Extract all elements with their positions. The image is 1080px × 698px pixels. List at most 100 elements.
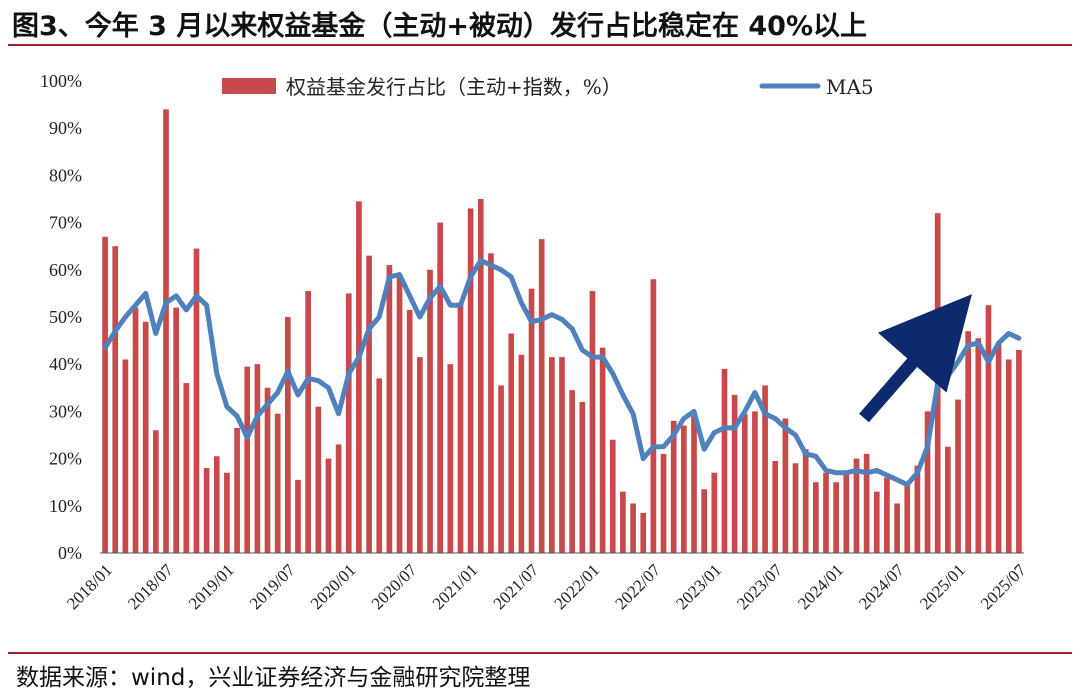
bar [457,302,464,553]
bar [356,201,362,554]
x-axis: 2018/01 2018/07 2019/01 2019/07 2020/01 2020/… [63,552,1030,613]
bar [1005,359,1012,553]
bar [975,338,982,553]
bar [173,307,179,553]
bar [620,491,626,553]
bar [681,425,687,553]
bar [579,401,586,553]
x-tick-label: 2025/01 [916,560,969,613]
bar [213,456,220,553]
y-tick-label: 50% [49,307,82,327]
bar [366,255,372,553]
bar [274,413,281,553]
x-tick-label: 2018/07 [124,560,177,613]
bar [112,246,119,553]
y-tick-label: 100% [40,71,82,91]
bar [203,468,210,553]
bar [234,427,240,553]
y-tick-label: 90% [49,118,82,138]
bar [599,347,606,553]
bar [254,364,261,553]
y-axis: 0% 10% 20% 30% 40% 50% 60% 70% 80% 90% 100% [40,71,82,563]
bar [305,291,311,553]
bar [762,385,768,553]
bar [193,248,200,553]
x-tick-label: 2024/07 [855,560,908,613]
bar [538,239,545,553]
bar [853,458,860,553]
bar [132,307,139,553]
bar [802,449,809,553]
bar [345,293,352,553]
bar [244,366,251,553]
bar [153,430,159,553]
bar [163,109,169,553]
bar [752,411,758,553]
bar [701,489,707,553]
bar [102,236,108,553]
bar [467,208,474,553]
bar [264,387,271,553]
bar [406,309,413,553]
y-tick-label: 20% [49,449,82,469]
bar [396,274,403,553]
bar [498,385,504,553]
chart-title: 图3、今年 3 月以来权益基金（主动+被动）发行占比稳定在 40%以上 [12,11,868,42]
bar [721,368,728,553]
bar [224,472,230,553]
bar [965,331,971,553]
bar [437,222,443,553]
x-tick-label: 2020/07 [368,560,421,613]
bar [731,394,738,553]
bar [417,357,423,553]
bar [447,364,454,553]
bar [833,482,839,553]
bar [843,472,850,553]
bar [985,305,992,553]
bar [122,359,129,553]
bar [488,253,494,553]
bar [142,321,149,553]
bar [386,265,393,553]
bar [670,420,677,553]
legend-line-label: MA5 [826,75,874,99]
bar [955,399,961,553]
bar [813,482,819,553]
bar [518,354,525,553]
y-tick-label: 60% [49,260,82,280]
trend-arrow-icon [859,294,972,423]
bar [183,383,190,553]
bar [569,390,575,553]
bar [528,288,535,553]
bar [691,416,697,553]
bar [477,199,484,553]
bar [772,460,779,553]
bar [945,446,951,553]
legend: 权益基金发行占比（主动+指数，%） MA5 [222,75,874,99]
bar-series [102,109,1022,554]
bar [508,333,515,553]
x-tick-label: 2019/07 [246,560,299,613]
bar [295,479,301,553]
x-tick-label: 2022/07 [611,560,664,613]
x-tick-label: 2023/01 [672,560,725,613]
bar [660,453,667,553]
bar [823,472,829,553]
x-tick-label: 2021/01 [429,560,482,613]
bar [792,463,799,553]
bar [924,411,931,553]
bar [285,317,291,553]
bar [904,482,911,553]
bar [335,444,342,553]
x-tick-label: 2021/07 [490,560,543,613]
bar [863,453,870,553]
x-tick-label: 2018/01 [63,560,116,613]
bar [549,357,555,553]
bar [376,378,383,553]
bar [873,491,880,553]
bar [782,418,789,553]
legend-bar-label: 权益基金发行占比（主动+指数，%） [286,75,622,99]
y-tick-label: 80% [49,165,82,185]
legend-bar-swatch [222,78,276,94]
y-tick-label: 10% [49,496,82,516]
